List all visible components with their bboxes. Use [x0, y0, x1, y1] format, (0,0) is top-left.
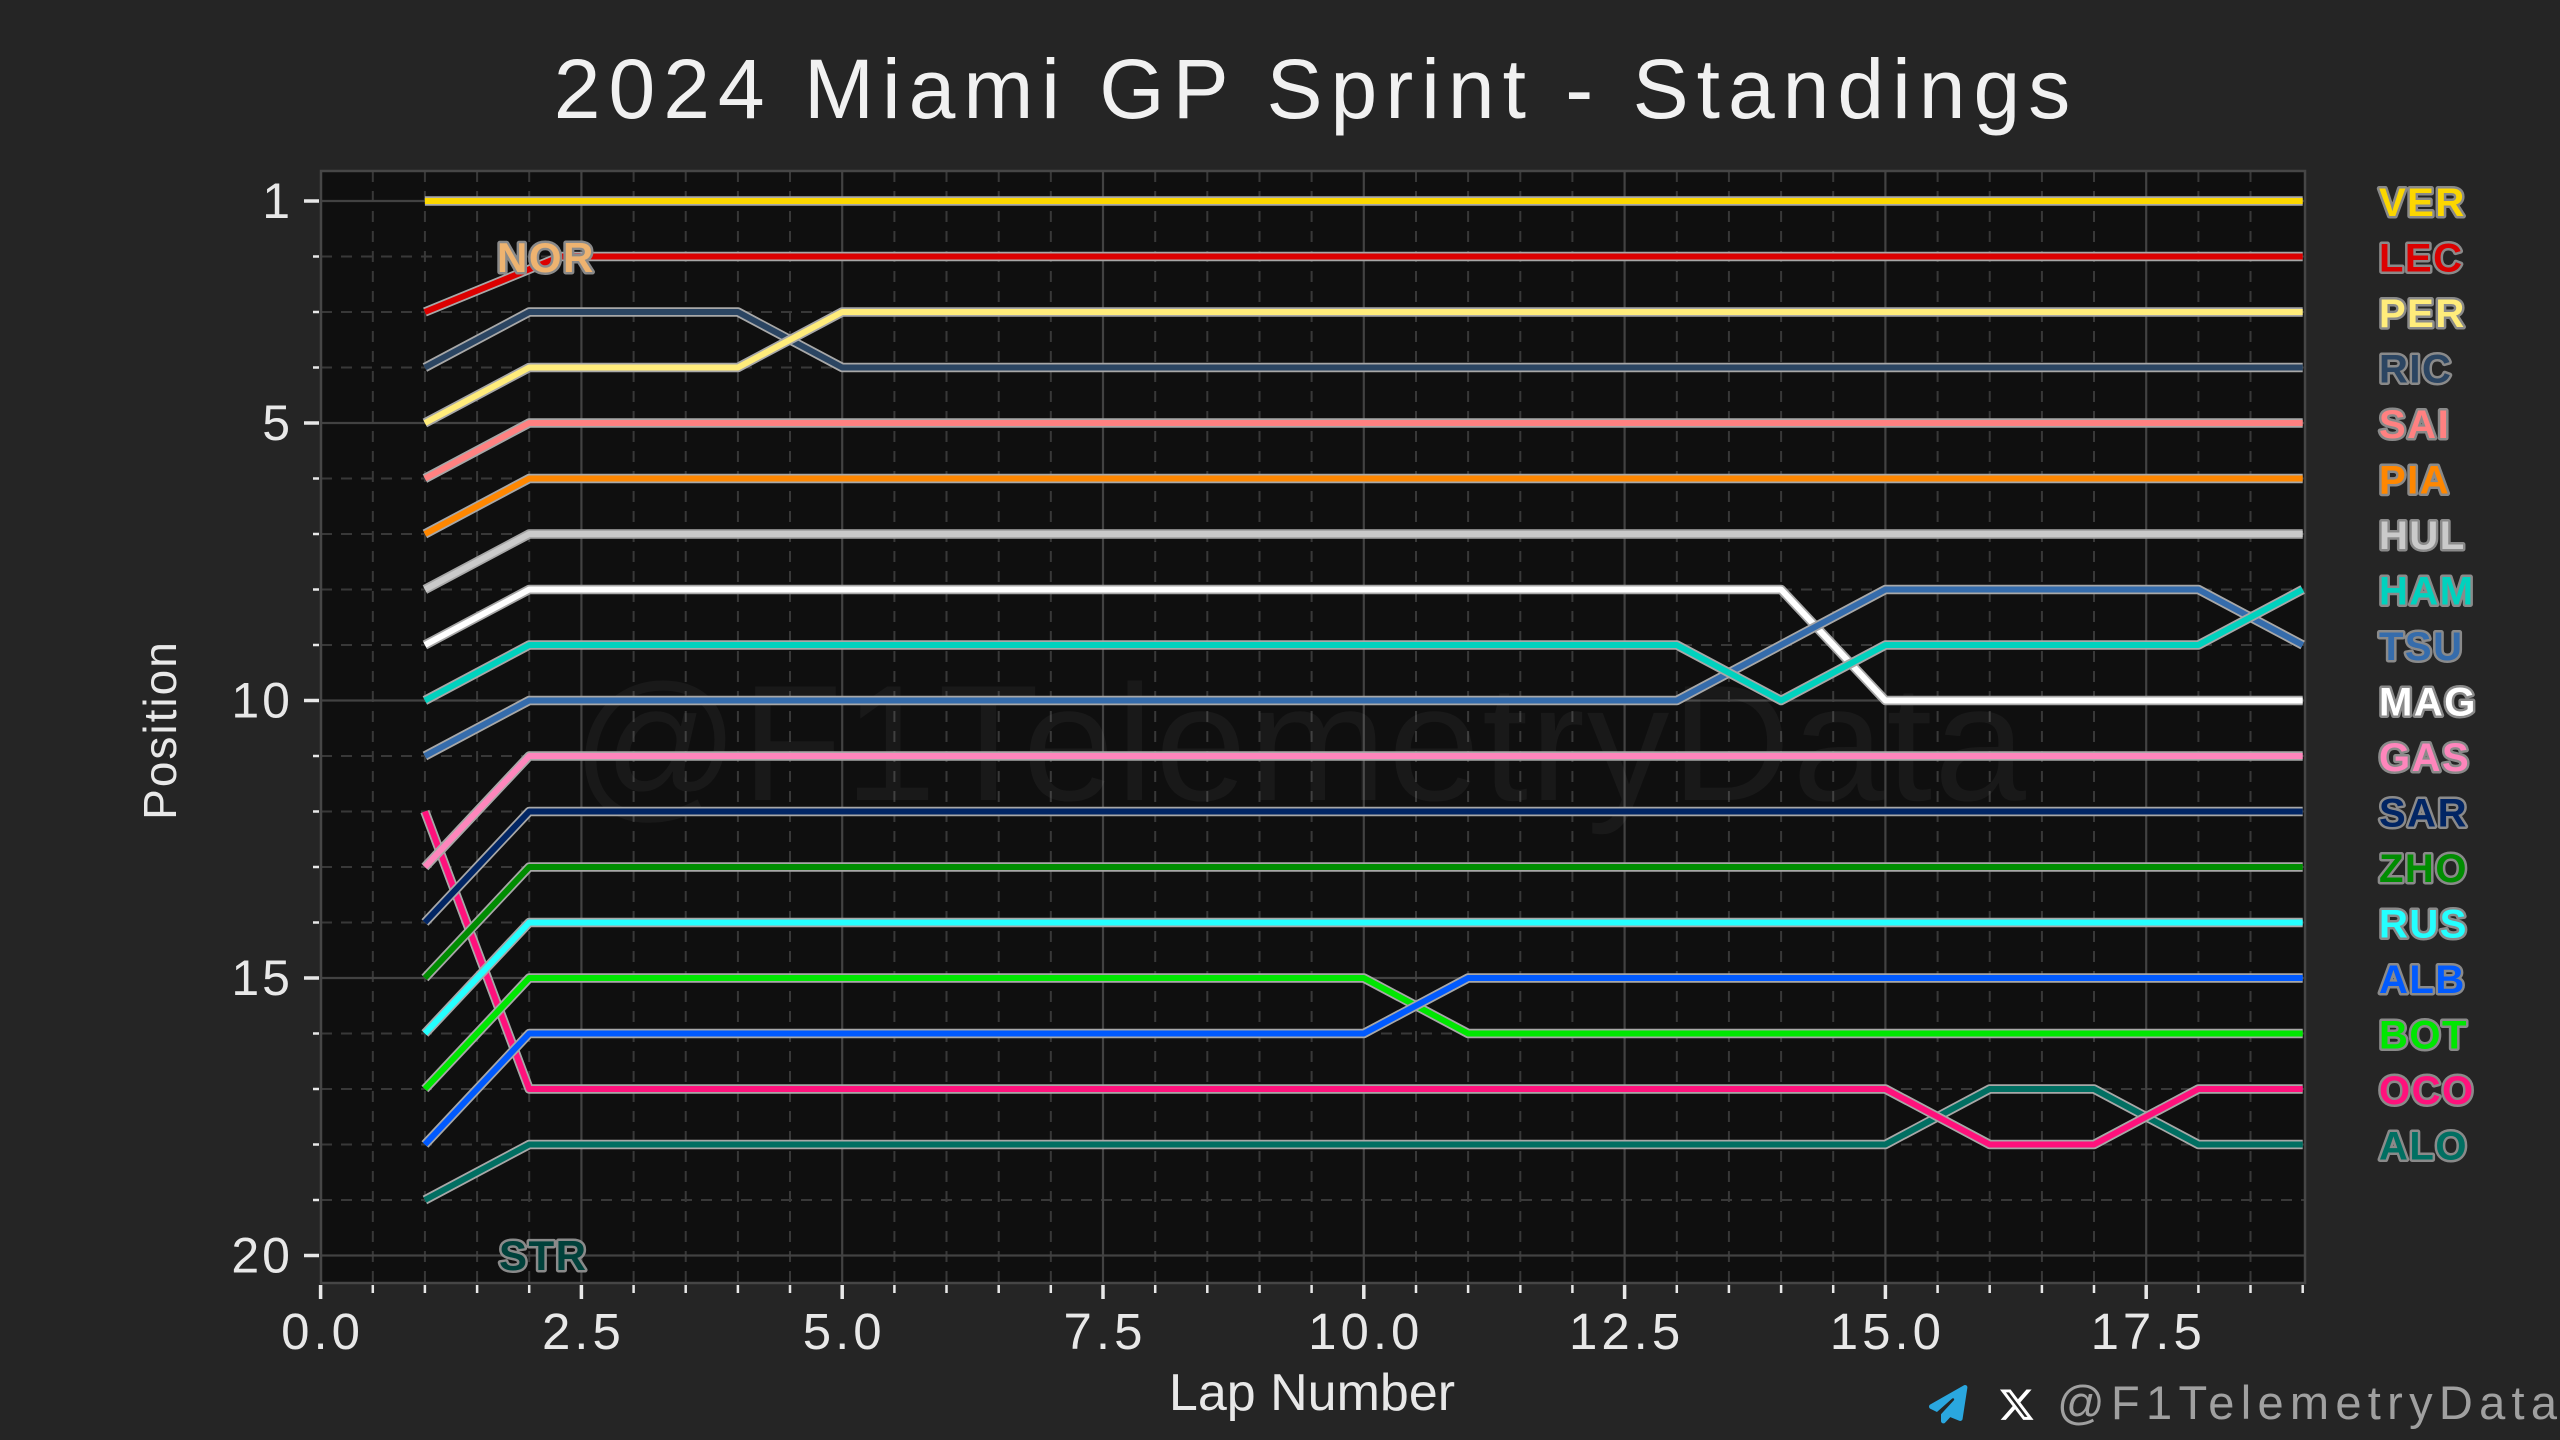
svg-text:PER: PER: [2379, 292, 2466, 336]
svg-text:2.5: 2.5: [542, 1303, 625, 1360]
svg-text:ZHO: ZHO: [2379, 847, 2468, 891]
svg-text:ALO: ALO: [2379, 1125, 2468, 1169]
svg-text:OCO: OCO: [2379, 1069, 2475, 1113]
svg-text:BOT: BOT: [2379, 1014, 2468, 1058]
svg-text:12.5: 12.5: [1569, 1303, 1684, 1360]
svg-text:SAR: SAR: [2379, 792, 2468, 836]
svg-text:MAG: MAG: [2379, 681, 2477, 725]
svg-text:ALB: ALB: [2379, 958, 2466, 1002]
svg-text:RUS: RUS: [2379, 903, 2468, 947]
svg-text:TSU: TSU: [2379, 625, 2464, 669]
svg-text:7.5: 7.5: [1064, 1303, 1147, 1360]
svg-text:10: 10: [231, 673, 293, 729]
svg-text:STR: STR: [499, 1232, 588, 1279]
svg-text:15: 15: [231, 950, 293, 1006]
svg-text:15.0: 15.0: [1830, 1303, 1945, 1360]
svg-text:HAM: HAM: [2379, 570, 2475, 614]
svg-text:17.5: 17.5: [2091, 1303, 2206, 1360]
svg-text:5: 5: [262, 395, 293, 451]
svg-text:10.0: 10.0: [1308, 1303, 1423, 1360]
svg-text:LEC: LEC: [2379, 237, 2464, 281]
svg-text:1: 1: [262, 173, 293, 229]
svg-text:PIA: PIA: [2379, 459, 2450, 503]
svg-text:Lap Number: Lap Number: [1169, 1364, 1455, 1422]
svg-text:NOR: NOR: [497, 234, 595, 281]
svg-text:VER: VER: [2379, 181, 2466, 225]
svg-text:SAI: SAI: [2379, 403, 2450, 447]
svg-text:Position: Position: [134, 640, 186, 820]
svg-text:RIC: RIC: [2379, 348, 2452, 392]
svg-text:HUL: HUL: [2379, 514, 2466, 558]
svg-text:@F1TelemetryData: @F1TelemetryData: [2057, 1376, 2560, 1429]
svg-text:0.0: 0.0: [281, 1303, 364, 1360]
svg-text:20: 20: [231, 1228, 293, 1284]
svg-text:@F1TelemetryData: @F1TelemetryData: [572, 651, 2028, 835]
svg-text:5.0: 5.0: [803, 1303, 886, 1360]
svg-text:GAS: GAS: [2379, 736, 2470, 780]
svg-text:2024 Miami GP Sprint - Standin: 2024 Miami GP Sprint - Standings: [554, 42, 2078, 136]
